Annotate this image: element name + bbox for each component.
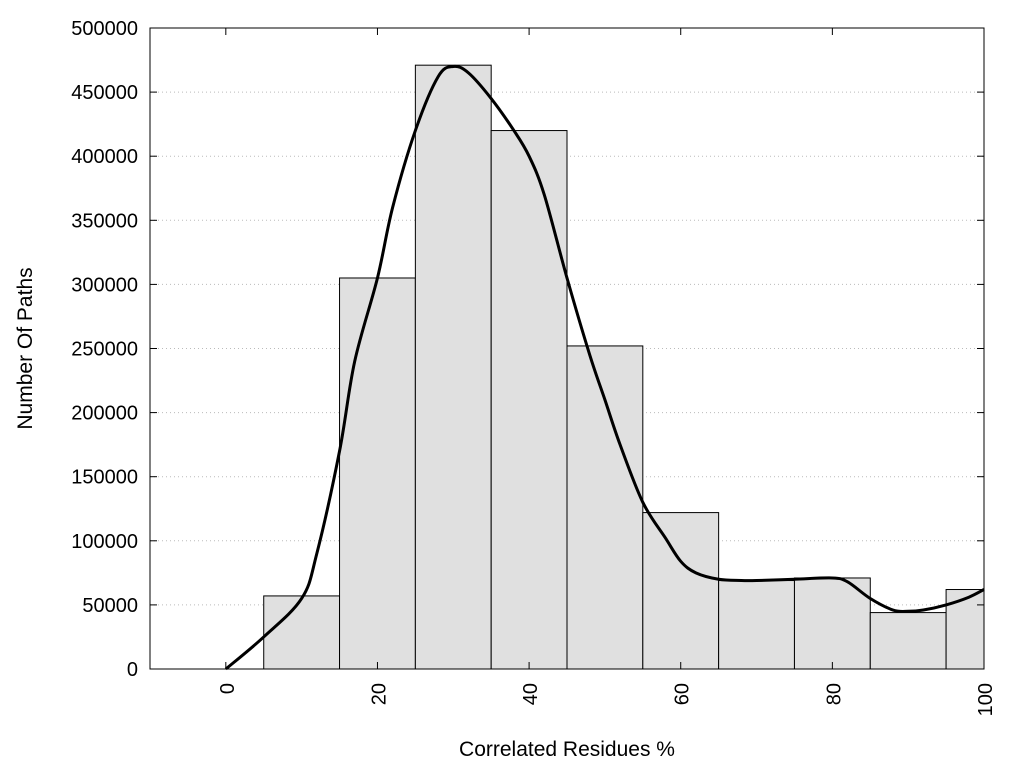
y-tick-label: 50000 (82, 595, 138, 617)
density-curve-line (224, 64, 985, 671)
density-curve (224, 64, 985, 671)
x-tick-label: 60 (672, 683, 694, 705)
y-tick-label: 250000 (71, 339, 138, 361)
y-tick-label: 100000 (71, 531, 138, 553)
histogram-bar (718, 580, 795, 670)
histogram-bar (490, 130, 568, 670)
x-tick-label: 0 (217, 683, 239, 694)
y-tick-label: 400000 (71, 146, 138, 168)
histogram-bar (566, 345, 644, 670)
y-tick-label: 150000 (71, 467, 138, 489)
y-tick-label: 200000 (71, 403, 138, 425)
x-tick-label: 100 (975, 683, 997, 716)
histogram-bar (869, 612, 947, 670)
x-axis-ticks: 0 20 40 60 80 100 (217, 28, 997, 716)
histogram-bar (945, 589, 985, 670)
y-tick-label: 0 (127, 659, 138, 681)
histogram-bar (414, 64, 492, 670)
x-tick-label: 20 (368, 683, 390, 705)
histogram-bar (642, 512, 720, 670)
histogram-bar (793, 577, 871, 670)
histogram-bar (263, 595, 341, 670)
y-axis-ticks: 0 50000 100000 150000 200000 250000 300000 3500… (71, 18, 984, 681)
y-axis-title: Number Of Paths (14, 267, 37, 429)
x-axis-title: Correlated Residues % (459, 738, 675, 761)
x-tick-label: 80 (823, 683, 845, 705)
y-tick-label: 500000 (71, 18, 138, 40)
bars (263, 64, 985, 670)
y-tick-label: 350000 (71, 210, 138, 232)
histogram-bar (339, 277, 416, 670)
y-tick-label: 450000 (71, 82, 138, 104)
x-tick-label: 40 (520, 683, 542, 705)
y-tick-label: 300000 (71, 274, 138, 296)
